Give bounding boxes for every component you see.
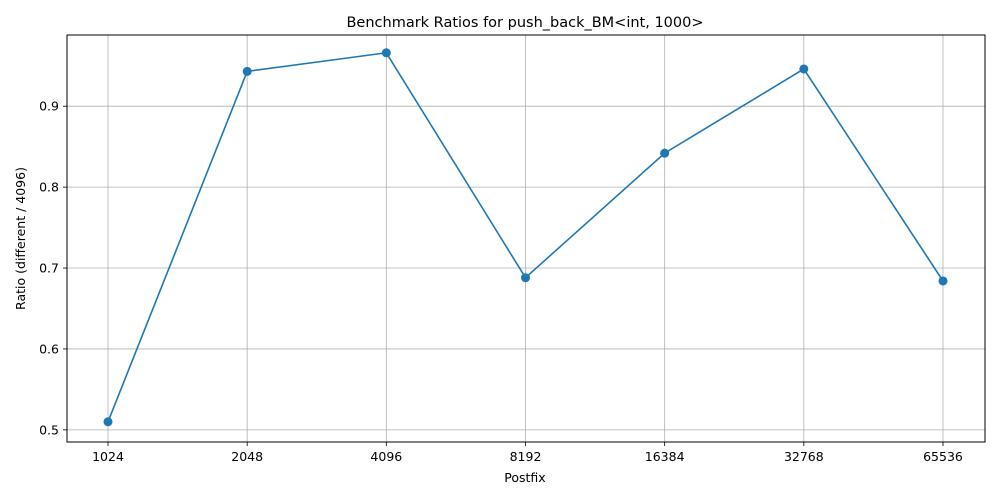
data-point [521, 273, 530, 283]
x-tick-label: 32768 [784, 449, 824, 464]
data-point [799, 64, 809, 74]
data-series [103, 48, 948, 427]
x-tick-label: 8192 [510, 449, 542, 464]
y-tick-label: 0.8 [39, 180, 59, 195]
x-tick-label: 4096 [370, 449, 402, 464]
y-tick-label: 0.6 [39, 341, 59, 356]
x-tick-label: 2048 [231, 449, 263, 464]
x-tick-label: 65536 [923, 449, 963, 464]
data-point [242, 66, 252, 76]
data-point [381, 48, 391, 58]
y-tick-label: 0.7 [39, 261, 59, 276]
y-tick-label: 0.9 [39, 99, 59, 114]
grid-lines [67, 35, 985, 442]
data-point [103, 417, 113, 427]
y-axis-label: Ratio (different / 4096) [13, 167, 28, 310]
y-axis-ticks: 0.5 0.6 0.7 0.8 0.9 [39, 99, 67, 437]
chart-title: Benchmark Ratios for push_back_BM<int, 1… [346, 15, 703, 31]
x-axis-ticks: 1024 2048 4096 8192 16384 32768 65536 [92, 442, 963, 464]
x-tick-label: 1024 [92, 449, 124, 464]
data-point [938, 276, 948, 286]
data-point [660, 148, 670, 158]
x-axis-label: Postfix [504, 470, 545, 485]
x-tick-label: 16384 [645, 449, 685, 464]
plot-frame [66, 34, 986, 443]
y-tick-label: 0.5 [39, 422, 59, 437]
